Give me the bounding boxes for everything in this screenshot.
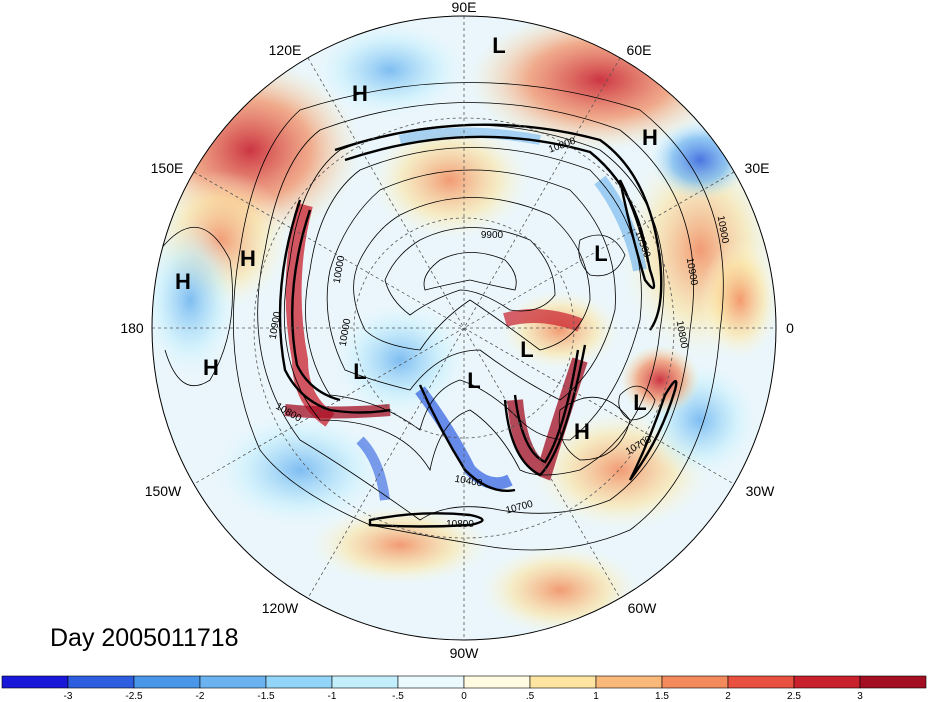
longitude-label-180: 180 <box>120 320 144 336</box>
contour-label: 10400 <box>454 474 484 490</box>
contour-label: 10900 <box>684 257 700 287</box>
colorbar-swatch <box>67 675 135 689</box>
longitude-label-60e: 60E <box>627 42 652 58</box>
colorbar-tick-label: -3 <box>64 691 73 702</box>
colorbar-tick-label: .5 <box>526 691 535 702</box>
low-center-label: L <box>594 241 607 266</box>
colorbar-tick-label: -1.5 <box>257 691 275 702</box>
colorbar-tick-label: 2.5 <box>787 691 801 702</box>
longitude-labels: 90E 60E 30E 0 30W 60W 90W 120W 150W 180 150E 120E <box>120 0 794 661</box>
high-center-label: H <box>203 355 219 380</box>
colorbar-swatch <box>133 675 201 689</box>
colorbar-swatch <box>595 675 663 689</box>
colorbar-tick-label: -2.5 <box>125 691 143 702</box>
colorbar-tick-label: 2 <box>725 691 731 702</box>
longitude-label-120w: 120W <box>262 600 299 616</box>
low-center-label: L <box>520 337 533 362</box>
longitude-label-150e: 150E <box>151 160 184 176</box>
high-center-label: H <box>175 269 191 294</box>
colorbar-tick-label: 0 <box>461 691 467 702</box>
low-center-label: L <box>467 368 480 393</box>
high-center-label: H <box>352 81 368 106</box>
contour-label: 10000 <box>338 317 354 347</box>
map-boundary <box>151 15 777 641</box>
longitude-label-30e: 30E <box>745 160 770 176</box>
longitude-label-30w: 30W <box>746 483 776 499</box>
contour-label: 10900 <box>715 215 731 245</box>
longitude-label-90e: 90E <box>452 0 477 15</box>
colorbar-swatch <box>859 675 927 689</box>
low-center-label: L <box>353 359 366 384</box>
longitude-label-90w: 90W <box>450 645 480 661</box>
contour-label: 9900 <box>481 230 504 241</box>
contour-label: 10900 <box>268 310 284 340</box>
colorbar-swatch <box>793 675 861 689</box>
height-contours <box>159 82 724 551</box>
colorbar-tick-label: 3 <box>857 691 863 702</box>
colorbar-swatch <box>727 675 795 689</box>
colorbar-swatch <box>265 675 333 689</box>
longitude-label-60w: 60W <box>628 600 658 616</box>
colorbar-tick-label: 1 <box>593 691 599 702</box>
high-center-label: H <box>240 246 256 271</box>
contour-label: 10000 <box>332 254 348 284</box>
colorbar-tick-label: 1.5 <box>655 691 669 702</box>
longitude-label-150w: 150W <box>145 483 182 499</box>
colorbar-tick-label: -1 <box>328 691 337 702</box>
colorbar-swatch <box>331 675 399 689</box>
longitude-label-120e: 120E <box>269 42 302 58</box>
longitude-label-0: 0 <box>786 320 794 336</box>
high-center-label: H <box>574 419 590 444</box>
colorbar-swatch <box>463 675 531 689</box>
colorbar-swatch <box>529 675 597 689</box>
colorbar-swatch <box>199 675 267 689</box>
jet-contours <box>278 123 678 528</box>
contour-label: 10800 <box>446 519 474 530</box>
low-center-label: L <box>633 390 646 415</box>
contour-label: 10800 <box>674 320 690 350</box>
date-label: Day 2005011718 <box>50 624 239 652</box>
high-center-label: H <box>642 125 658 150</box>
colorbar-swatch <box>1 675 69 689</box>
lat-lon-grid <box>152 16 776 640</box>
colorbar-tick-label: -.5 <box>392 691 404 702</box>
colorbar-tick-label: -2 <box>196 691 205 702</box>
pressure-center-labels: L H H L H H H L L L H L <box>175 33 658 444</box>
colorbar-swatch <box>397 675 465 689</box>
colorbar: -3 -2.5 -2 -1.5 -1 -.5 0 .5 1 1.5 2 2.5 3 <box>1 675 927 702</box>
low-center-label: L <box>492 33 505 58</box>
colorbar-swatch <box>661 675 729 689</box>
